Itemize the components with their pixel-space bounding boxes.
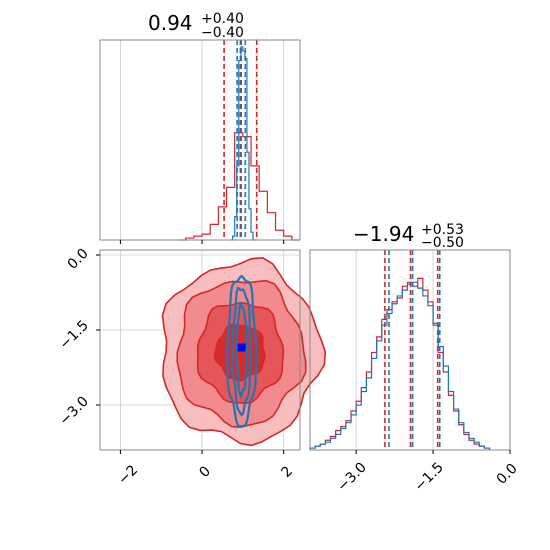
hist1-marks bbox=[177, 40, 300, 241]
contour-frame bbox=[99, 249, 301, 451]
marginal-histogram-param2: −3.0 −1.5 0.0 −1.94 +0.53 −0.50 bbox=[309, 222, 521, 495]
contour-xtick-label: 2 bbox=[278, 463, 296, 481]
hist2-ticks bbox=[355, 450, 511, 454]
contour-ytick-label: −1.5 bbox=[56, 317, 91, 352]
hist2-title-minus: −0.50 bbox=[421, 235, 464, 251]
marginal-histogram-param1: 0.94 +0.40 −0.40 bbox=[99, 11, 301, 244]
hist2-xtick-label: −1.5 bbox=[411, 459, 446, 494]
contour-xtick-label: 0 bbox=[196, 463, 214, 481]
joint-contour-plot: −2 0 2 0.0 −1.5 −3.0 bbox=[56, 246, 327, 488]
hist2-title-value: −1.94 bbox=[353, 222, 414, 246]
hist2-xtick-label: 0.0 bbox=[494, 461, 521, 488]
contour-ytick-label: 0.0 bbox=[65, 246, 92, 273]
contour-series-blue-level bbox=[226, 274, 258, 428]
hist2-series-red-step bbox=[309, 277, 491, 450]
contour-series-blue-level bbox=[231, 286, 252, 417]
hist2-series-blue-step bbox=[309, 281, 491, 450]
hist2-marks bbox=[309, 250, 491, 450]
hist2-xtick-label: −3.0 bbox=[334, 459, 369, 494]
hist2-frame bbox=[309, 249, 511, 451]
contour-xticklabels: −2 0 2 bbox=[115, 462, 296, 488]
hist1-frame bbox=[99, 39, 301, 241]
contour-ytick-label: −3.0 bbox=[56, 393, 91, 428]
hist1-title-minus: −0.40 bbox=[201, 25, 244, 41]
contour-marks bbox=[161, 256, 327, 447]
hist1-title-plus: +0.40 bbox=[201, 11, 244, 27]
hist1-series-blue-step bbox=[230, 46, 256, 241]
hist1-ticks bbox=[119, 240, 285, 244]
hist2-gridlines bbox=[355, 250, 511, 450]
hist1-gridlines bbox=[120, 40, 285, 240]
hist2-title-plus: +0.53 bbox=[421, 222, 464, 238]
contour-series-blue-level bbox=[235, 301, 248, 400]
hist1-title-value: 0.94 bbox=[148, 11, 193, 35]
contour-ticks bbox=[96, 254, 285, 454]
contour-xtick-label: −2 bbox=[115, 462, 141, 488]
contour-truth-marker bbox=[237, 343, 246, 352]
contour-yticklabels: 0.0 −1.5 −3.0 bbox=[56, 246, 91, 429]
hist2-xticklabels: −3.0 −1.5 0.0 bbox=[334, 459, 520, 494]
